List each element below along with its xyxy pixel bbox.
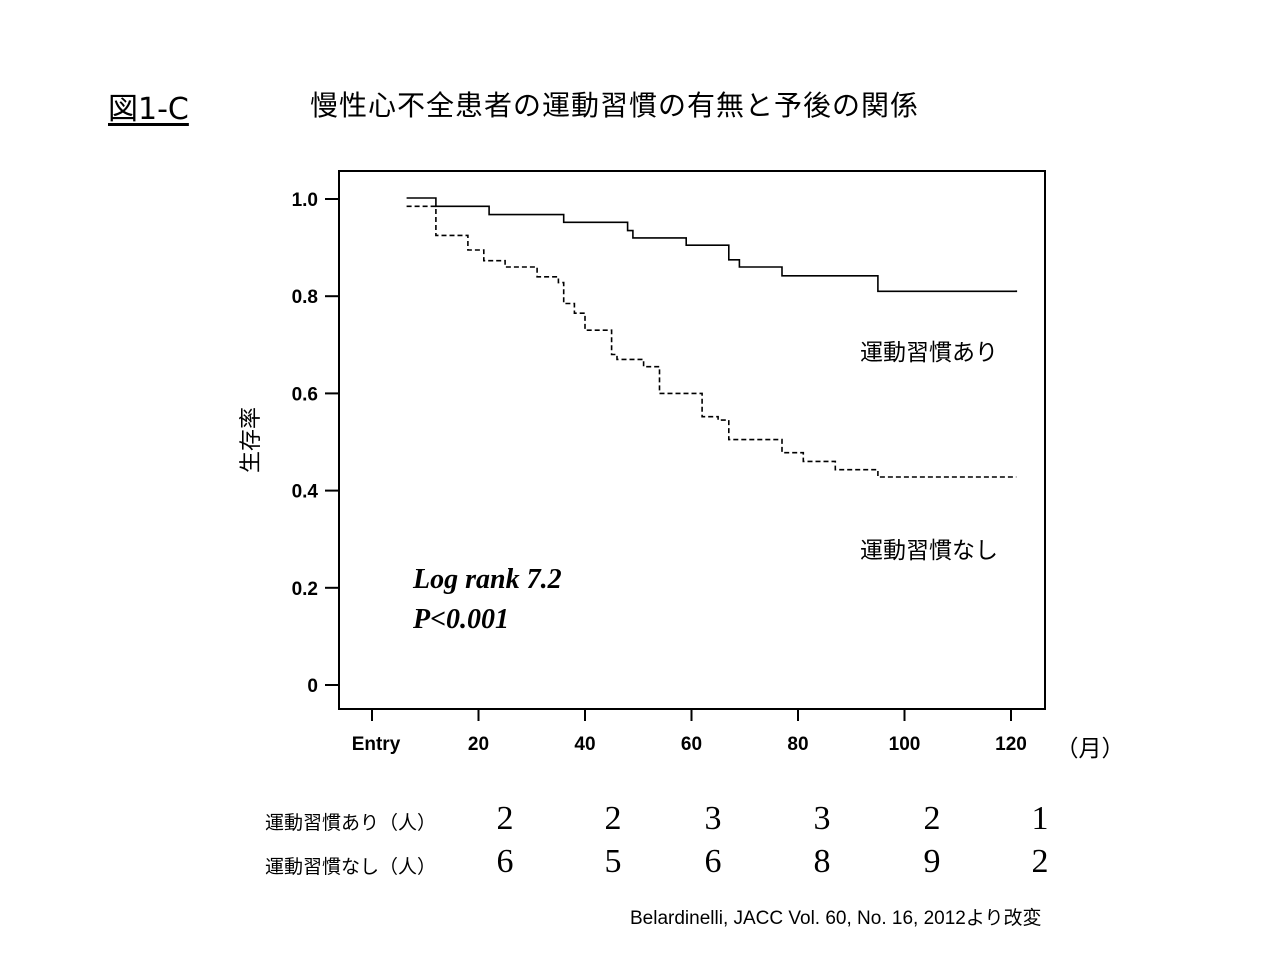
risk-count: 9: [923, 843, 941, 880]
risk-count: 2: [1031, 843, 1049, 880]
risk-row-label: 運動習慣なし（人）: [265, 856, 437, 878]
y-axis-label: 生存率: [239, 407, 264, 473]
x-tick-label: Entry: [352, 734, 401, 755]
y-tick-label: 0.2: [292, 579, 318, 600]
risk-count: 2: [496, 800, 514, 837]
y-tick-label: 0.8: [292, 287, 318, 308]
x-tick-label: 60: [681, 734, 702, 755]
risk-count: 8: [813, 843, 831, 880]
x-tick-label: 40: [574, 734, 595, 755]
risk-count: 6: [704, 843, 722, 880]
x-tick-label: 80: [787, 734, 808, 755]
survival-curve-with-exercise: [406, 197, 1018, 293]
risk-count: 3: [704, 800, 722, 837]
y-tick-label: 0.4: [292, 482, 319, 503]
x-tick-label: 120: [995, 734, 1027, 755]
x-axis: Entry 20 40 60 80 100 120: [352, 709, 1027, 755]
risk-count: 5: [604, 843, 622, 880]
risk-count: 3: [813, 800, 831, 837]
x-tick-label: 20: [468, 734, 489, 755]
x-unit-label: （月）: [1056, 736, 1125, 762]
series-label-with-exercise: 運動習慣あり: [860, 340, 998, 366]
y-tick-label: 0: [307, 676, 318, 697]
series-group: [406, 197, 1018, 478]
annotation-logrank: Log rank 7.2: [412, 564, 562, 595]
figure-title: 慢性心不全患者の運動習慣の有無と予後の関係: [310, 89, 920, 122]
risk-count: 2: [923, 800, 941, 837]
annotation-pvalue: P<0.001: [412, 604, 509, 635]
risk-count: 1: [1031, 800, 1049, 837]
survival-curve-without-exercise: [406, 205, 1017, 478]
y-tick-label: 1.0: [292, 190, 318, 211]
figure-label: 図1-C: [108, 92, 189, 127]
risk-count: 6: [496, 843, 514, 880]
citation: Belardinelli, JACC Vol. 60, No. 16, 2012…: [630, 908, 1042, 929]
y-axis: 0 0.2 0.4 0.6 0.8 1.0: [292, 190, 339, 697]
y-tick-label: 0.6: [292, 384, 318, 405]
x-tick-label: 100: [889, 734, 921, 755]
risk-count: 2: [604, 800, 622, 837]
series-label-without-exercise: 運動習慣なし: [860, 538, 998, 564]
risk-row-label: 運動習慣あり（人）: [265, 812, 437, 834]
